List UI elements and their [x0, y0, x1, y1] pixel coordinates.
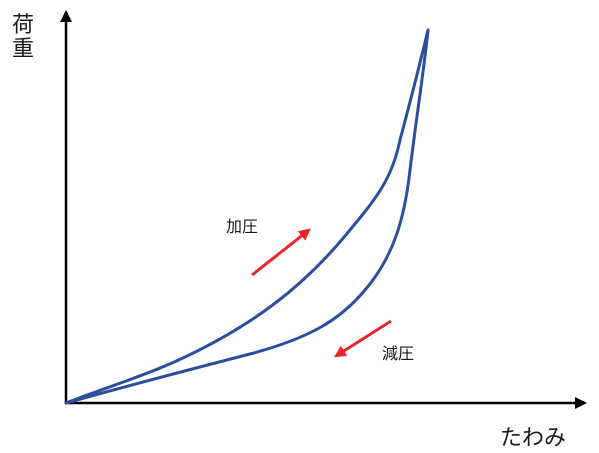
- y-axis-label: 荷 重: [10, 14, 36, 62]
- loading-arrow: [251, 228, 311, 277]
- y-axis-label-char-2: 重: [11, 37, 34, 62]
- unloading-label: 減圧: [382, 344, 415, 363]
- loading-label: 加圧: [226, 217, 259, 236]
- loading-curve: [64, 28, 430, 405]
- y-axis-label-char-1: 荷: [11, 13, 34, 38]
- unloading-curve: [64, 28, 430, 405]
- x-axis-label: たわみ: [500, 426, 567, 451]
- unloading-arrow: [333, 319, 392, 358]
